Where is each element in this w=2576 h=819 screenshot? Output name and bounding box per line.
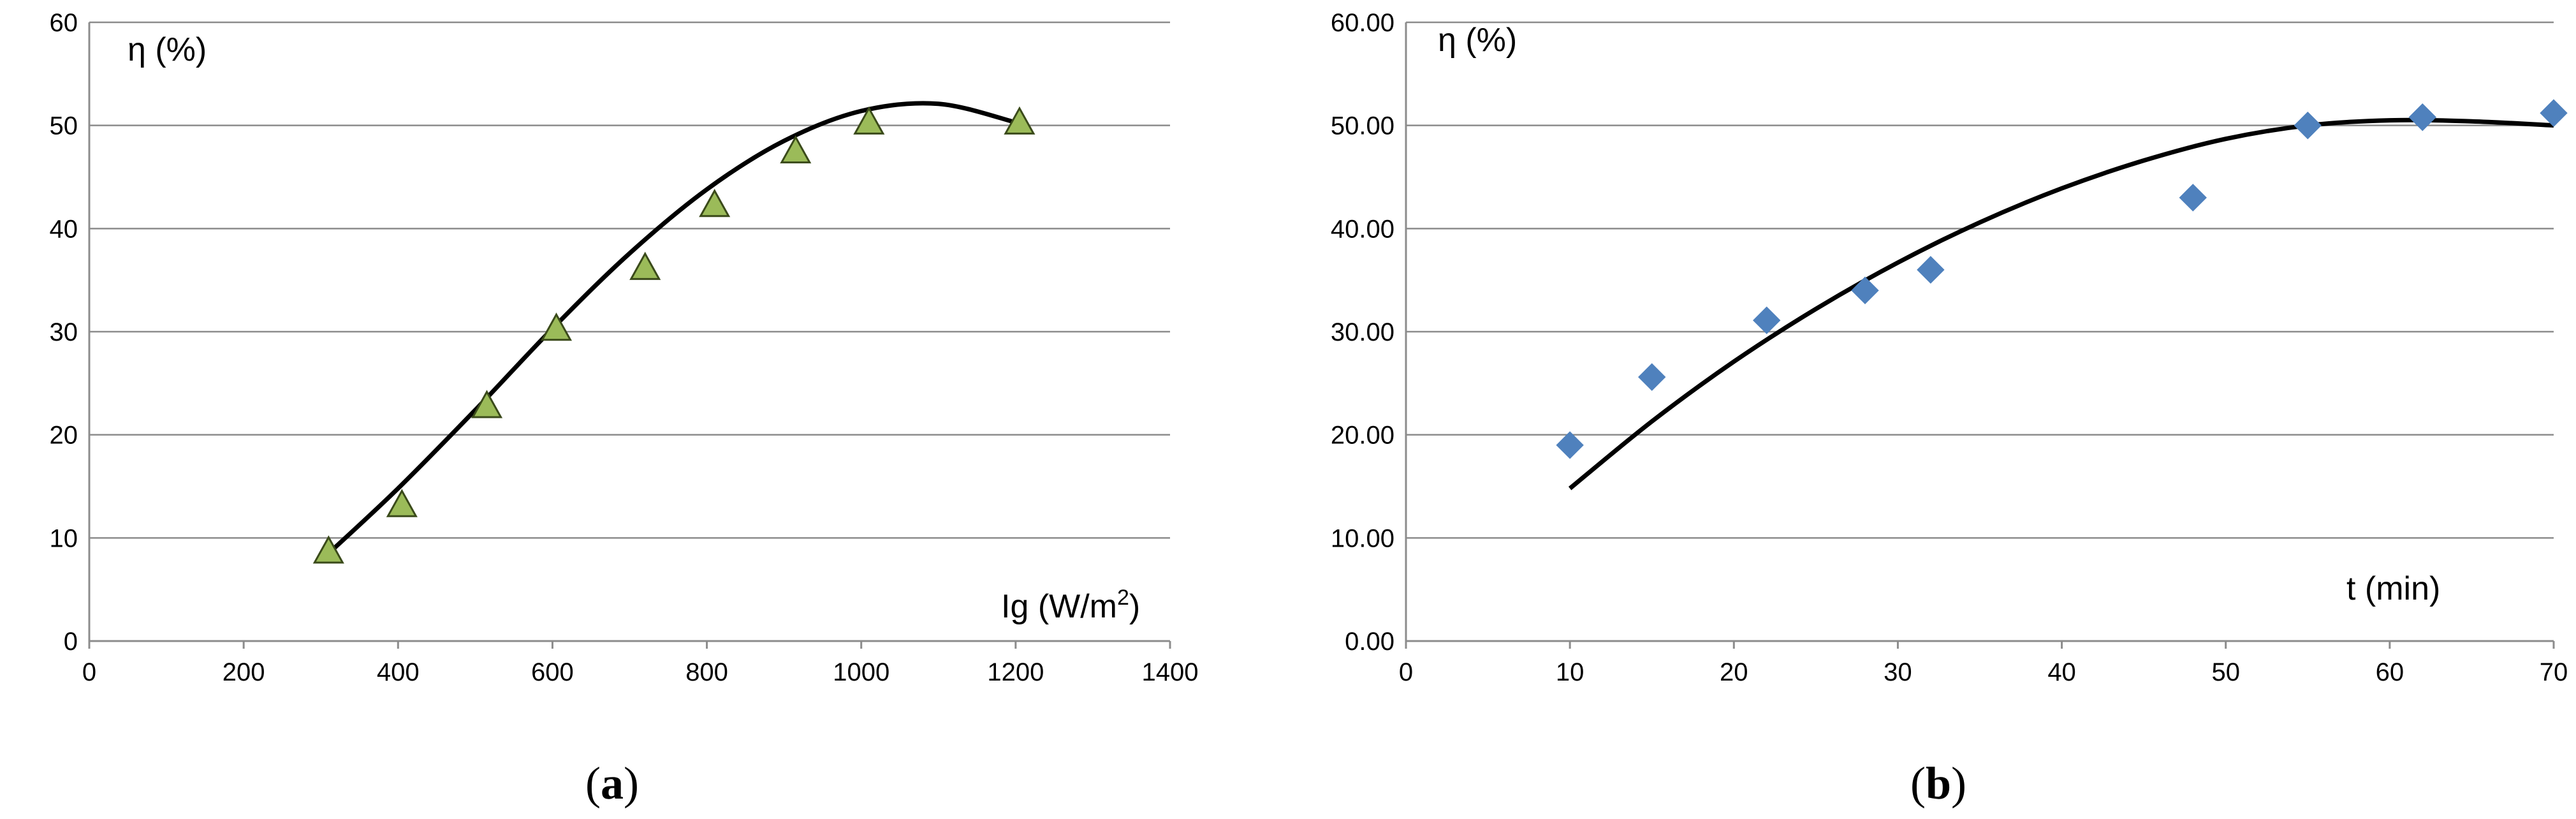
chart-b-y-tick-label: 50.00: [1331, 112, 1394, 140]
chart-a-data-point: [853, 106, 885, 135]
chart-panel-b: 0.00 10.00 20.00 30.00 40.00 50.00 60.00 0 10 20 3…: [1331, 9, 2568, 686]
chart-a-data-point: [699, 189, 731, 218]
chart-a-y-tick-label: 10: [50, 524, 78, 552]
chart-b-x-tick-label: 40: [2047, 658, 2076, 686]
chart-b-data-point: [2294, 111, 2322, 140]
chart-a-y-tick-label: 20: [50, 422, 78, 450]
chart-b-y-tick-label: 60.00: [1331, 9, 1394, 37]
chart-b-x-tick-label: 70: [2540, 658, 2568, 686]
chart-a-x-tick-label: 1400: [1142, 658, 1199, 686]
chart-b-x-tick-label: 30: [1884, 658, 1912, 686]
chart-a-x-tick-label: 400: [377, 658, 420, 686]
panel-label-a: (a): [585, 758, 639, 809]
chart-a-y-tick-label: 60: [50, 9, 78, 37]
chart-b-data-point: [1917, 256, 1945, 284]
chart-a-x-tick-label: 800: [685, 658, 728, 686]
chart-a-x-tick-label: 200: [223, 658, 265, 686]
chart-a-data-point: [386, 489, 418, 517]
chart-a-y-axis-label: η (%): [128, 31, 207, 68]
chart-a-data-point: [1004, 106, 1036, 135]
chart-b-x-tick-label: 0: [1399, 658, 1413, 686]
chart-b-x-tick-label: 50: [2211, 658, 2240, 686]
chart-b-data-point: [2540, 99, 2568, 127]
chart-b-data-point: [1556, 431, 1584, 459]
chart-b-x-axis-label: t (min): [2346, 570, 2440, 607]
chart-a-y-tick-label: 50: [50, 112, 78, 140]
chart-b-y-tick-label: 10.00: [1331, 524, 1394, 552]
chart-a-data-point: [471, 390, 503, 418]
chart-a-x-axis-label: Ig (W/m2): [1001, 586, 1140, 625]
chart-b-data-point: [2179, 184, 2207, 212]
chart-a-data-point: [780, 135, 812, 164]
chart-a-y-tick-label: 40: [50, 215, 78, 243]
chart-b-y-tick-label: 0.00: [1345, 628, 1394, 656]
chart-a-x-tick-label: 600: [531, 658, 574, 686]
chart-a-y-tick-label: 0: [64, 628, 78, 656]
chart-a-data-point: [312, 535, 344, 564]
chart-b-y-tick-label: 40.00: [1331, 215, 1394, 243]
panel-label-b: (b): [1910, 758, 1966, 809]
chart-b-x-tick-label: 60: [2376, 658, 2404, 686]
chart-a-trendline: [326, 101, 1016, 556]
chart-b-data-point: [2408, 103, 2436, 131]
chart-a-x-tick-label: 1000: [833, 658, 889, 686]
chart-a-data-point: [629, 251, 661, 280]
chart-b-y-tick-label: 30.00: [1331, 318, 1394, 346]
chart-a-x-tick-label: 0: [82, 658, 96, 686]
chart-b-y-axis-label: η (%): [1438, 22, 1517, 59]
chart-b-data-point: [1638, 363, 1666, 391]
chart-a-y-tick-label: 30: [50, 318, 78, 346]
chart-b-x-tick-label: 20: [1720, 658, 1748, 686]
chart-a-x-tick-label: 1200: [987, 658, 1044, 686]
chart-b-data-point: [1753, 306, 1781, 334]
chart-b-x-tick-label: 10: [1556, 658, 1584, 686]
chart-b-trendline: [1568, 117, 2554, 491]
chart-b-data-point: [1851, 276, 1879, 305]
chart-b-y-tick-label: 20.00: [1331, 422, 1394, 450]
chart-a-data-point: [540, 313, 573, 341]
